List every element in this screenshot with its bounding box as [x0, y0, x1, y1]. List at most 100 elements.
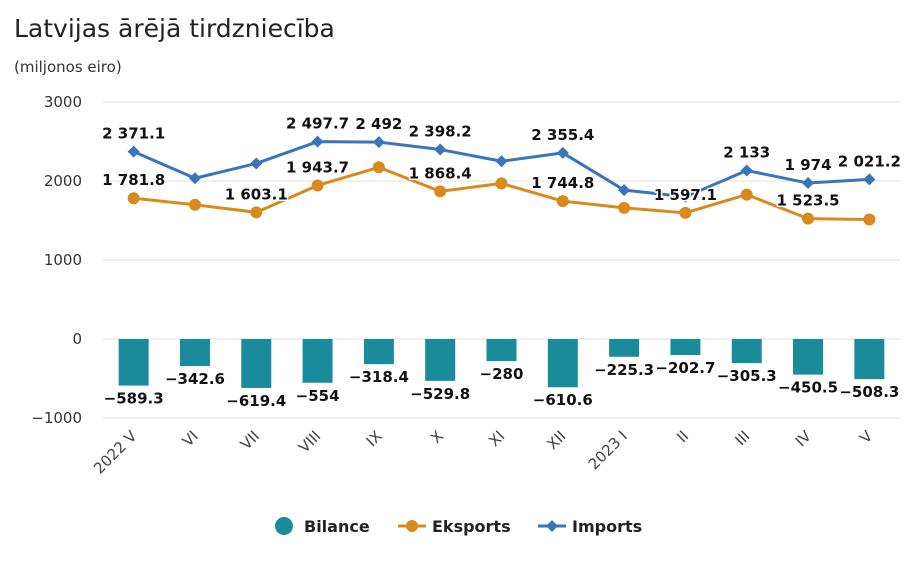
y-tick-label: 0 [72, 330, 82, 348]
x-tick-label: V [856, 427, 877, 448]
bilance-data-label: −508.3 [839, 383, 899, 401]
imports-marker [188, 172, 201, 185]
chart-title: Latvijas ārējā tirdzniecība [14, 14, 335, 43]
bilance-bar [179, 339, 210, 367]
imports-data-label: 1 974 [785, 156, 832, 174]
imports-marker [740, 164, 753, 177]
line-series [127, 135, 876, 226]
imports-marker [434, 143, 447, 156]
bilance-data-label: −529.8 [410, 385, 470, 403]
bilance-data-label: −610.6 [533, 391, 593, 409]
imports-data-label: 2 355.4 [531, 126, 594, 144]
legend-imports-symbol [546, 520, 558, 532]
eksports-marker [740, 188, 753, 201]
imports-data-label: 2 021.2 [838, 152, 901, 170]
x-tick-label: IX [363, 427, 386, 450]
imports-marker [127, 145, 140, 158]
eksports-marker [188, 198, 201, 211]
bilance-bar [670, 339, 701, 356]
bilance-data-label: −202.7 [655, 359, 715, 377]
bilance-data-label: −554 [296, 387, 340, 405]
eksports-marker [556, 195, 569, 208]
bilance-data-label: −225.3 [594, 361, 654, 379]
imports-marker [802, 177, 815, 190]
bilance-bar [302, 339, 333, 383]
x-tick-label: XI [485, 427, 508, 450]
eksports-data-label: 1 868.4 [409, 164, 472, 182]
chart-subtitle: (miljonos eiro) [14, 58, 122, 76]
eksports-data-label: 1 781.8 [102, 171, 165, 189]
imports-marker [311, 135, 324, 148]
x-tick-label: IV [792, 427, 816, 451]
eksports-marker [250, 206, 263, 219]
x-tick-label: XII [543, 427, 569, 453]
y-tick-label: 2000 [44, 172, 82, 190]
x-tick-label: 2023 I [585, 427, 631, 473]
y-tick-label: −1000 [31, 409, 82, 427]
legend-eksports-symbol [406, 520, 418, 532]
bilance-bars [118, 339, 885, 388]
eksports-marker [802, 212, 815, 225]
eksports-marker [618, 201, 631, 214]
legend-label: Bilance [304, 517, 370, 536]
bilance-bar [854, 339, 885, 380]
bilance-bar [609, 339, 640, 357]
x-tick-label: III [731, 427, 753, 449]
bilance-bar [363, 339, 394, 365]
imports-data-label: 2 133 [723, 143, 770, 161]
legend-label: Imports [572, 517, 642, 536]
x-tick-label: VIII [295, 427, 324, 456]
legend-label: Eksports [432, 517, 511, 536]
x-tick-label: VII [237, 427, 263, 453]
imports-marker [679, 190, 692, 203]
eksports-data-label: 1 597.1 [654, 186, 717, 204]
bilance-bar [425, 339, 456, 381]
imports-marker [556, 146, 569, 159]
imports-marker [863, 173, 876, 186]
imports-marker [495, 155, 508, 168]
bilance-bar [793, 339, 824, 375]
y-axis-ticks: −1000 0 1000 2000 3000 [31, 93, 82, 427]
bilance-data-label: −305.3 [717, 367, 777, 385]
imports-marker [372, 136, 385, 149]
imports-data-label: 2 497.7 [286, 115, 349, 133]
eksports-data-label: 1 943.7 [286, 158, 349, 176]
imports-data-label: 2 398.2 [409, 123, 472, 141]
eksports-marker [311, 179, 324, 192]
eksports-marker [495, 177, 508, 190]
imports-marker [618, 184, 631, 197]
legend-bilance-symbol [275, 517, 293, 535]
eksports-marker [127, 192, 140, 205]
x-tick-label: 2022 V [90, 427, 141, 478]
y-tick-label: 1000 [44, 251, 82, 269]
bilance-bar [731, 339, 762, 364]
x-axis-ticks: 2022 V VI VII VIII IX X XI XII 2023 I II III IV V [90, 427, 877, 478]
bilance-bar [241, 339, 272, 388]
y-tick-label: 3000 [44, 93, 82, 111]
bilance-bar [118, 339, 149, 386]
bilance-data-label: −589.3 [104, 390, 164, 408]
bilance-data-label: −450.5 [778, 379, 838, 397]
bilance-data-label: −619.4 [226, 392, 286, 410]
x-tick-label: II [673, 427, 692, 446]
eksports-marker [863, 213, 876, 226]
eksports-marker [679, 206, 692, 219]
x-tick-label: X [427, 427, 447, 447]
data-labels: −589.3−342.6−619.4 −554 −318.4−529.8 −280 −6… [101, 113, 903, 411]
gridlines [103, 101, 900, 419]
bilance-bar [547, 339, 578, 388]
imports-data-label: 2 492 [355, 115, 402, 133]
eksports-data-label: 1 523.5 [776, 192, 839, 210]
eksports-data-label: 1 744.8 [531, 174, 594, 192]
x-tick-label: VI [179, 427, 202, 450]
imports-data-label: 2 371.1 [102, 125, 165, 143]
eksports-data-label: 1 603.1 [225, 185, 288, 203]
bilance-data-label: −342.6 [165, 370, 225, 388]
legend: Bilance Eksports Imports [275, 517, 642, 536]
bilance-bar [486, 339, 517, 362]
eksports-marker [434, 185, 447, 198]
bilance-data-label: −280 [480, 365, 524, 383]
eksports-marker [372, 161, 385, 174]
imports-marker [250, 157, 263, 170]
